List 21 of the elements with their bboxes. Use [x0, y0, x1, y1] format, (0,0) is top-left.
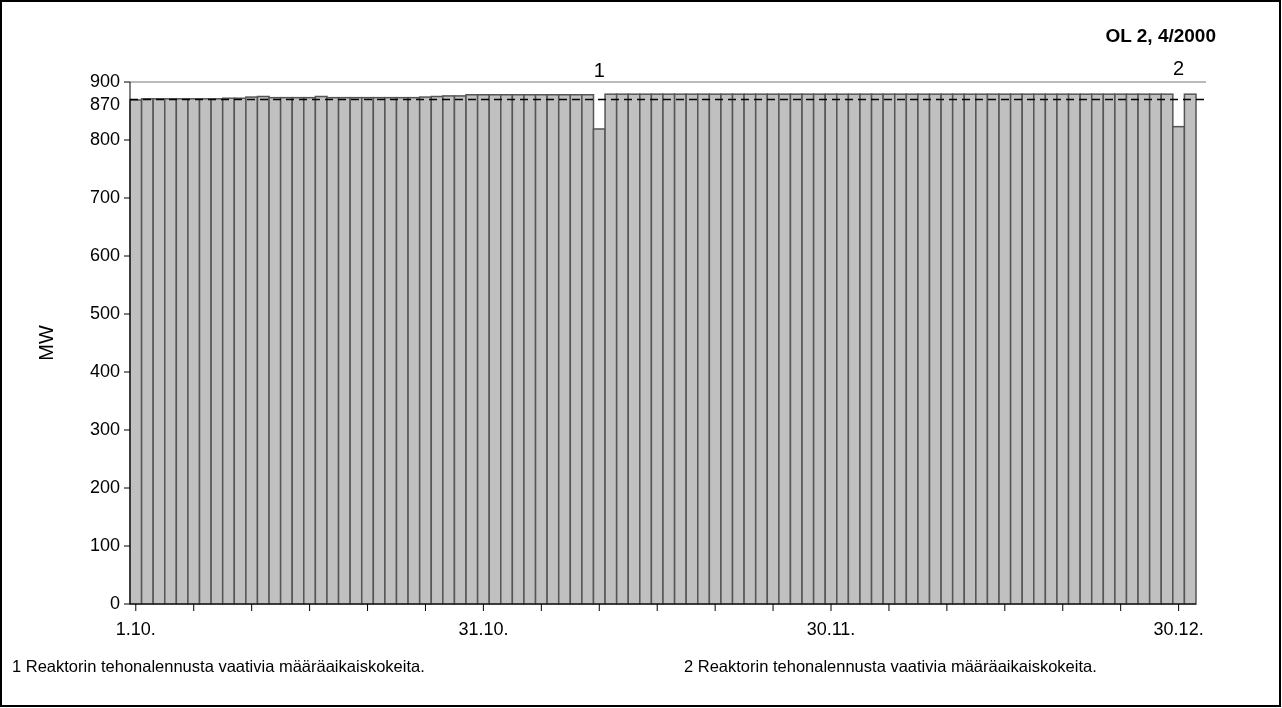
- y-tick-label: 700: [89, 186, 120, 207]
- y-tick-label: 900: [89, 70, 120, 91]
- x-tick-label: 1.10.: [115, 618, 156, 639]
- chart-title: OL 2, 4/2000: [1105, 25, 1216, 46]
- y-axis-title: MW: [35, 325, 58, 361]
- text: 1 Reaktorin tehonalennusta vaativia määräaikaiskokeita.: [12, 657, 425, 676]
- annotation: 2: [1173, 56, 1185, 79]
- x-tick-label: 31.10.: [458, 618, 509, 639]
- x-tick-label: 30.12.: [1153, 618, 1204, 639]
- y-tick-label: 200: [89, 476, 120, 497]
- text: 2 Reaktorin tehonalennusta vaativia määräaikaiskokeita.: [684, 657, 1097, 676]
- y-tick-label: 100: [89, 534, 120, 555]
- y-tick-label: 800: [89, 128, 120, 149]
- ref-line-label: 870: [89, 94, 120, 115]
- y-tick-label: 300: [89, 418, 120, 439]
- y-tick-label: 400: [89, 360, 120, 381]
- y-tick-label: 0: [109, 592, 120, 613]
- y-tick-label: 500: [89, 302, 120, 323]
- annotation: 1: [593, 58, 605, 81]
- y-tick-label: 600: [89, 244, 120, 265]
- x-tick-label: 30.11.: [806, 618, 856, 639]
